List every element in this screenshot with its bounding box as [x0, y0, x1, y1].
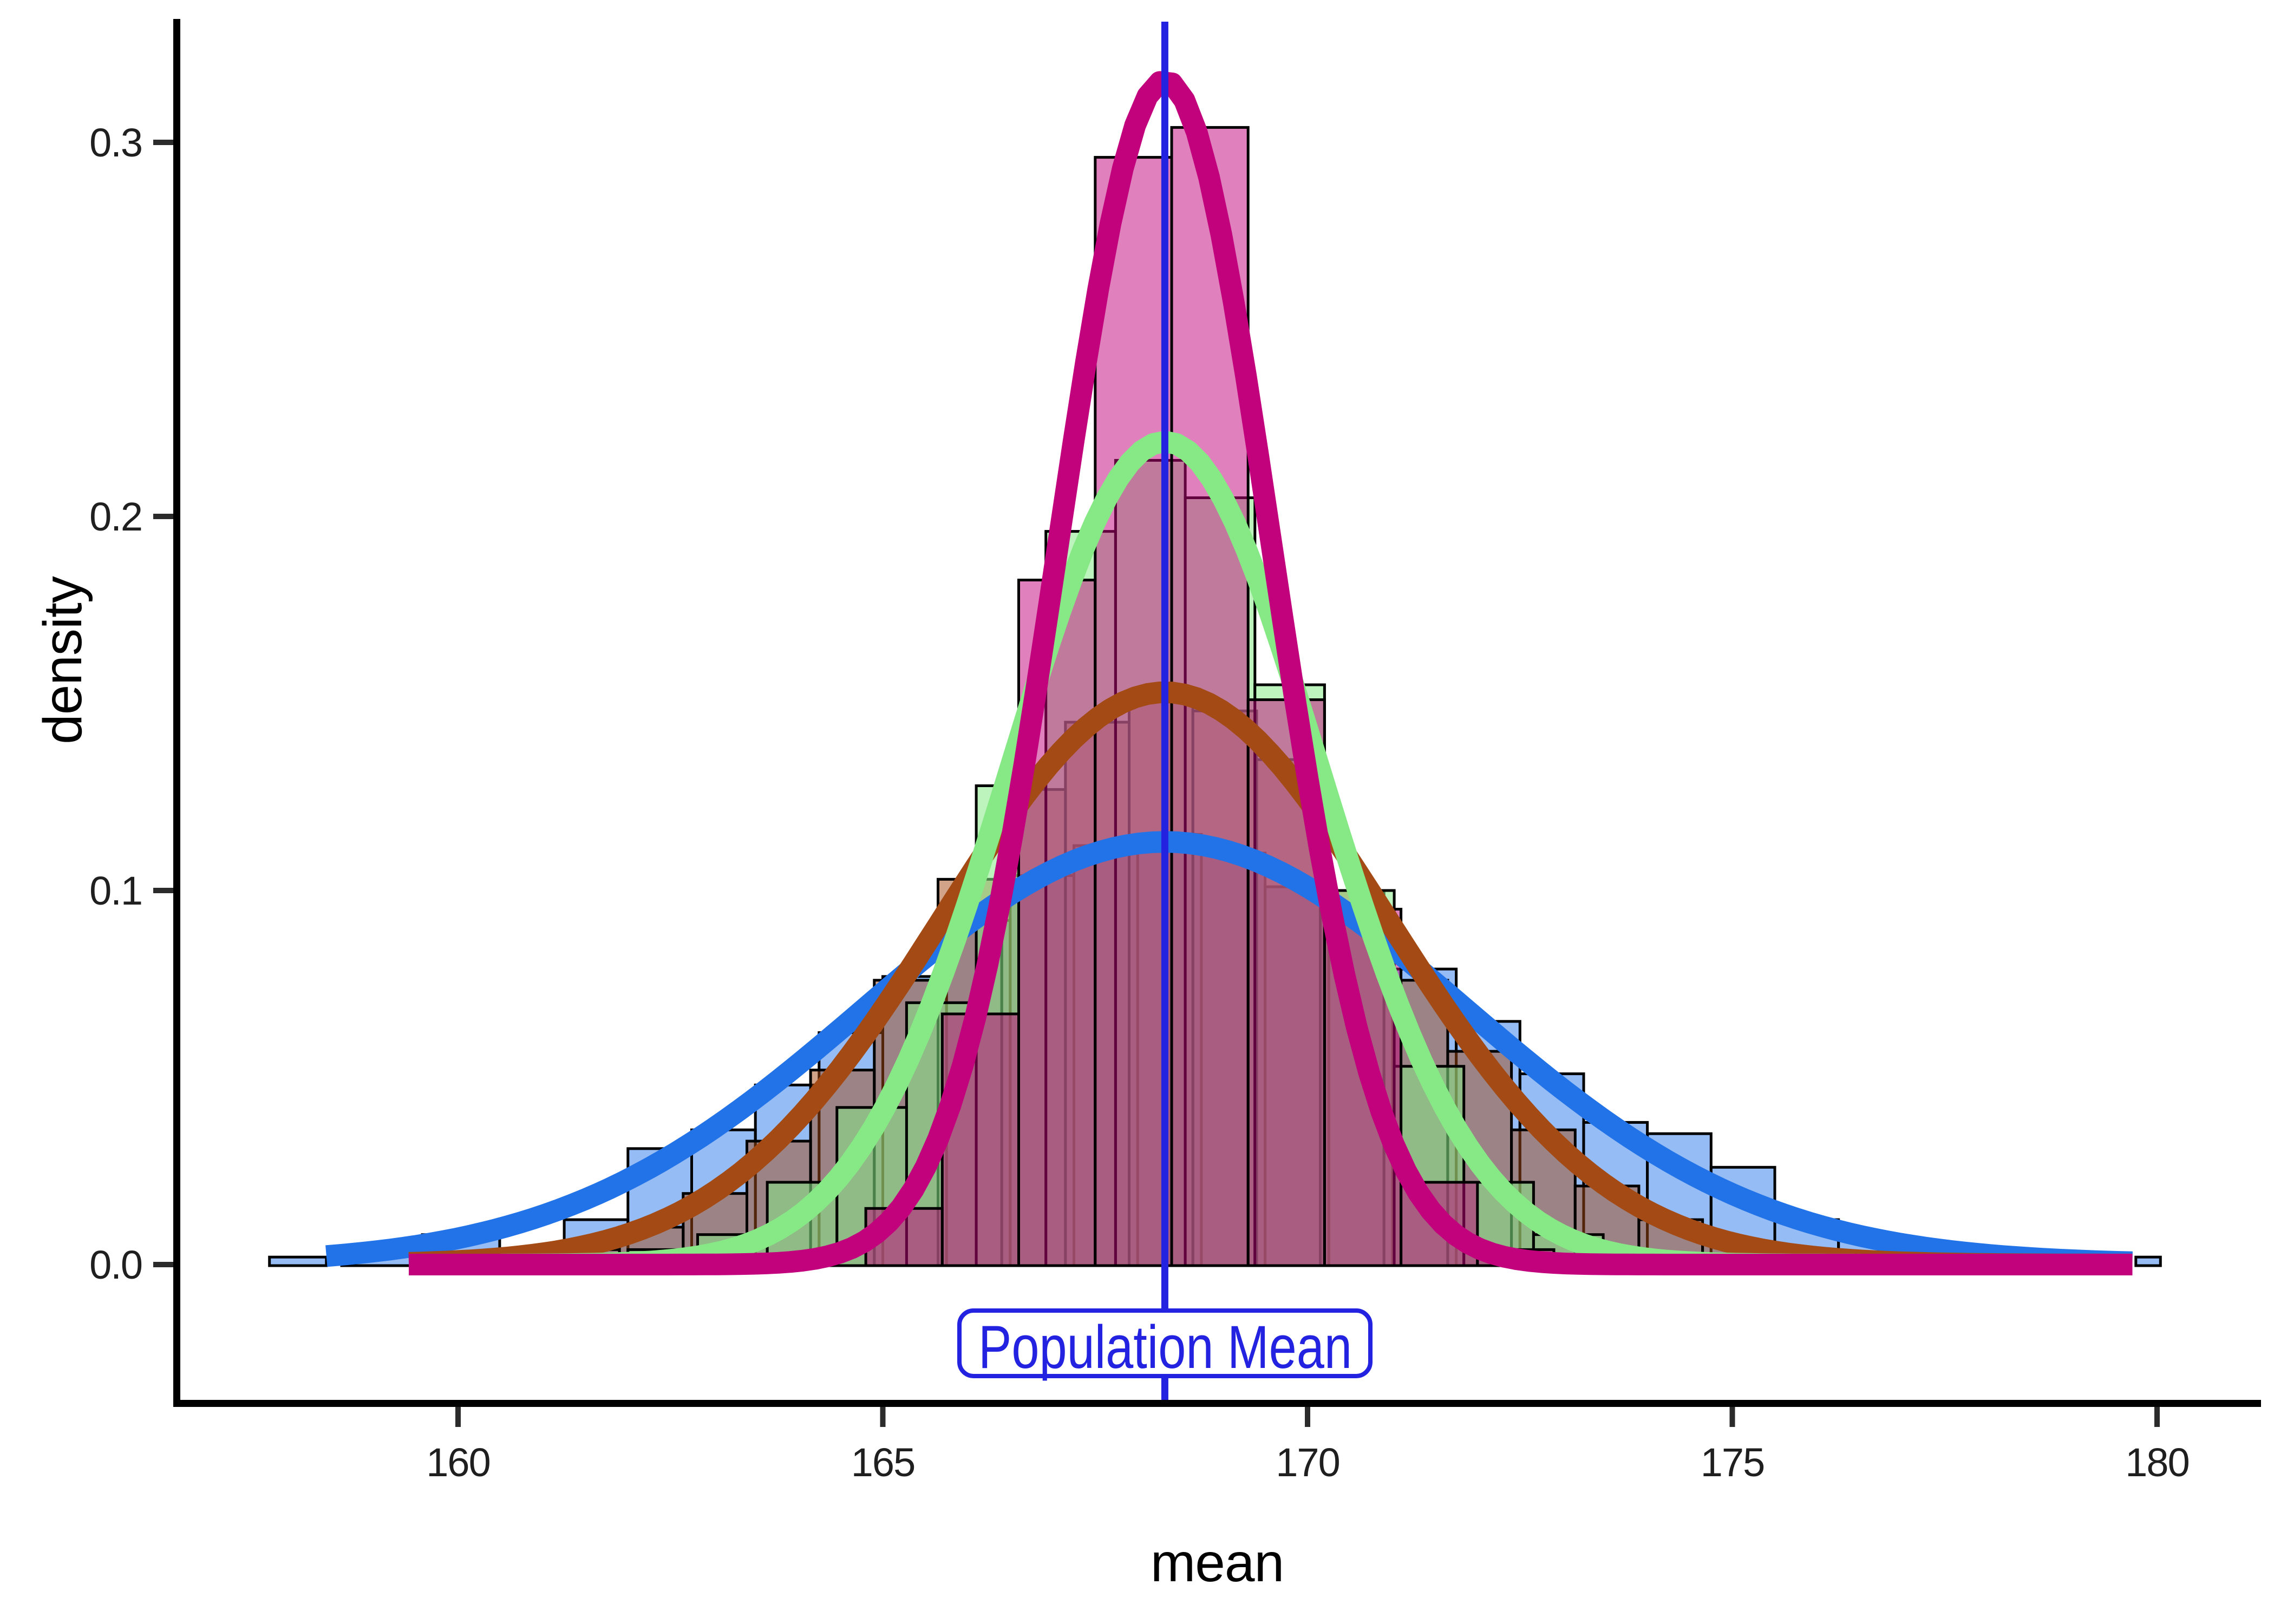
- histogram-bar: [940, 1012, 1021, 1267]
- density-curve-blue-widest: [325, 831, 2133, 1273]
- y-tick: [153, 888, 173, 893]
- x-tick-label: 175: [1701, 1440, 1764, 1485]
- x-axis-title: mean: [1151, 1533, 1284, 1593]
- population-mean-line-layer: [1161, 22, 1168, 1403]
- x-tick-label: 180: [2125, 1440, 2188, 1485]
- y-tick-label: 0.3: [89, 120, 142, 165]
- x-tick: [880, 1407, 886, 1427]
- y-tick-label: 0.0: [89, 1242, 142, 1287]
- histogram-bar: [2134, 1255, 2162, 1267]
- x-tick: [455, 1407, 461, 1427]
- histogram-bar: [268, 1255, 328, 1267]
- x-tick-label: 170: [1276, 1440, 1339, 1485]
- density-curve-magenta-narrowest: [409, 71, 2133, 1275]
- y-axis-line: [173, 19, 180, 1406]
- y-tick: [153, 1262, 173, 1267]
- population-mean-label-text: Population Mean: [978, 1313, 1352, 1381]
- y-tick: [153, 140, 173, 145]
- axis-ticks-layer: 160 165 170 175 180 0.0 0.1 0.2 0.3: [89, 120, 2190, 1485]
- x-tick-label: 165: [851, 1440, 914, 1485]
- x-tick: [1729, 1407, 1735, 1427]
- population-mean-label: Population Mean: [957, 1308, 1373, 1381]
- x-tick-label: 160: [426, 1440, 489, 1485]
- population-mean-vline: [1161, 22, 1168, 1403]
- y-tick-label: 0.2: [89, 494, 142, 539]
- x-tick: [2154, 1407, 2160, 1427]
- density-curves-layer: [325, 71, 2133, 1275]
- y-tick-label: 0.1: [89, 868, 142, 913]
- y-tick: [153, 514, 173, 519]
- x-axis-line: [173, 1400, 2261, 1407]
- x-tick: [1305, 1407, 1310, 1427]
- y-axis-title: density: [32, 576, 93, 744]
- population-mean-label-box: [957, 1308, 1373, 1378]
